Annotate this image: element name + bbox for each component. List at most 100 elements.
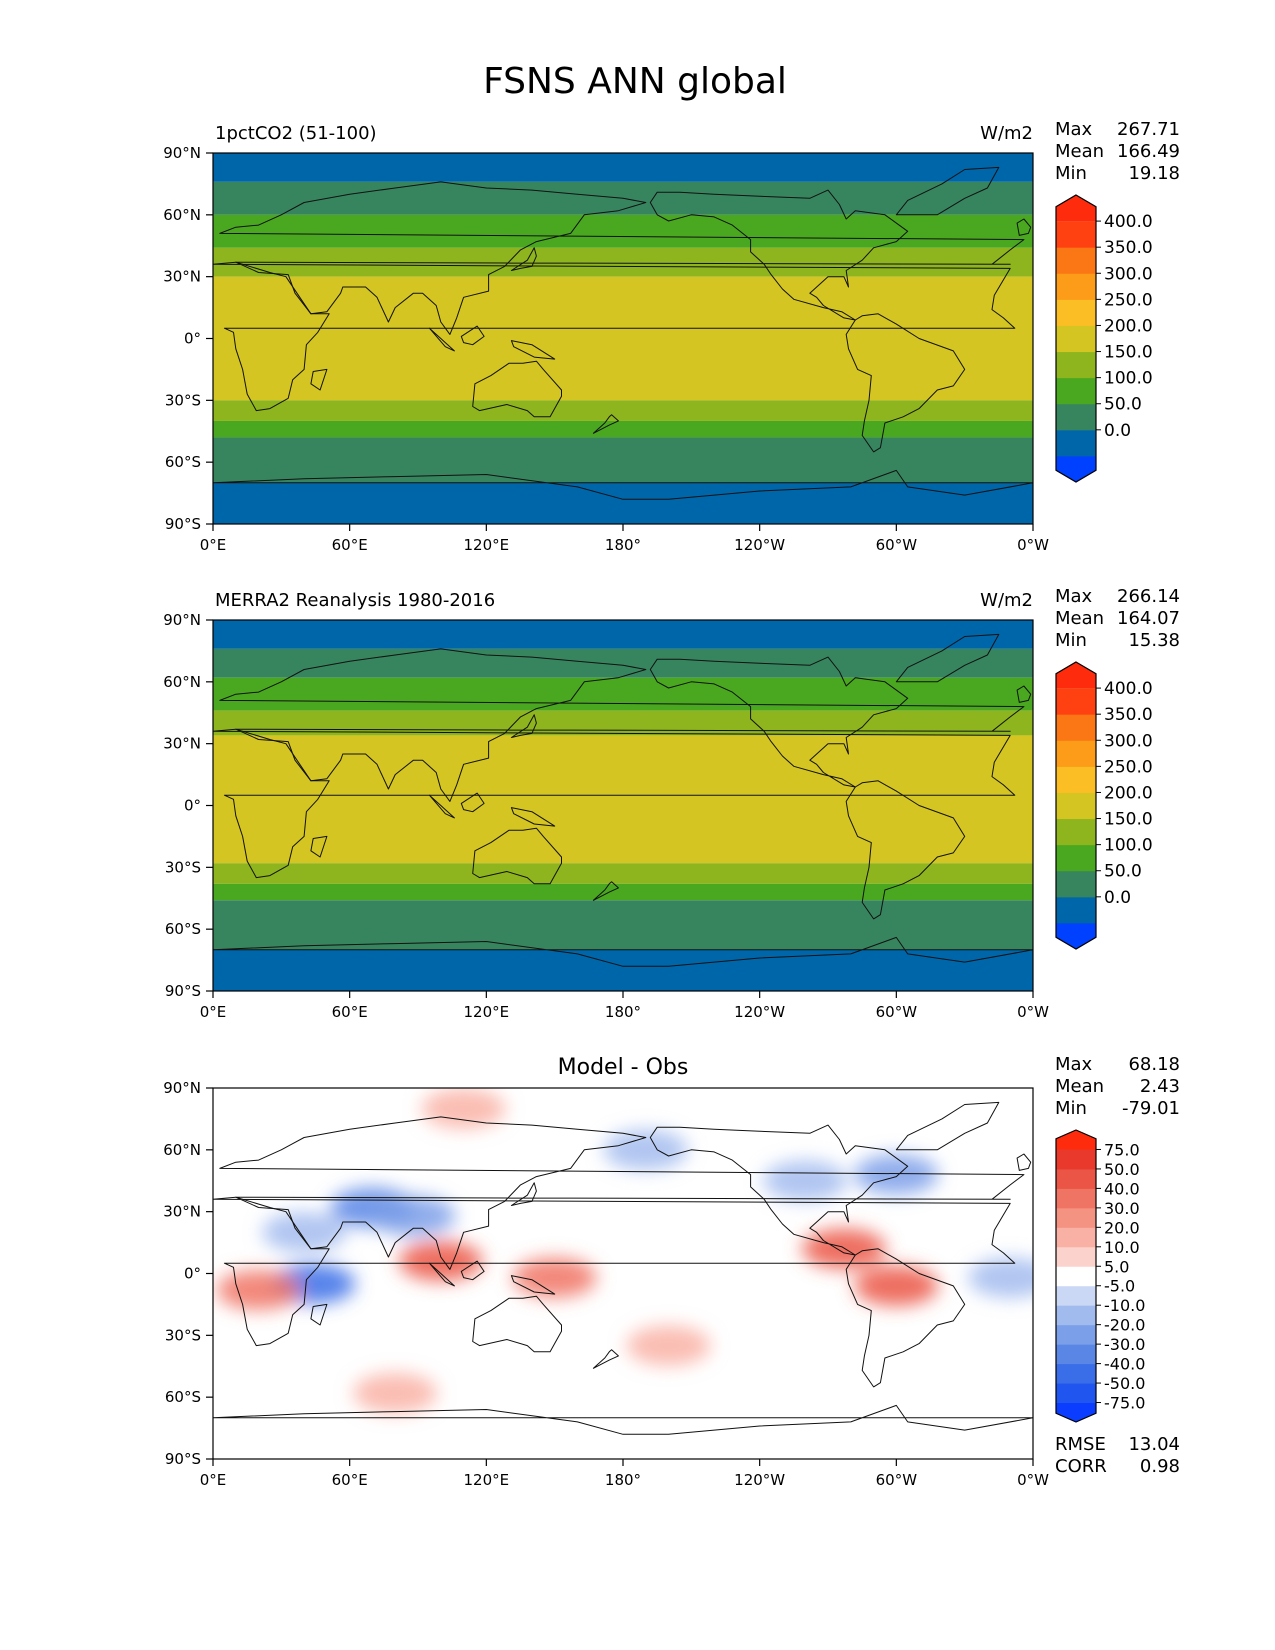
x-tick-label: 0°W — [1017, 1471, 1049, 1489]
stat-min-label: Min — [1055, 630, 1087, 651]
stat-min-value: 15.38 — [1128, 630, 1180, 651]
colorbar-tick-label: 150.0 — [1104, 343, 1153, 363]
coastline — [510, 807, 556, 827]
colorbar-tick-label: 10.0 — [1104, 1238, 1140, 1257]
colorbar-tick-label: 0.0 — [1104, 421, 1131, 441]
x-tick-label: 60°E — [332, 1471, 368, 1489]
coastline — [213, 1196, 1016, 1347]
colorbar-segment — [1056, 325, 1096, 353]
coastline — [310, 835, 328, 858]
x-tick-label: 180° — [605, 536, 641, 554]
stat-max-value: 266.14 — [1117, 586, 1180, 607]
map-area — [213, 153, 1033, 524]
stat-mean-label: Mean — [1055, 1076, 1104, 1097]
zonal-band — [213, 900, 1033, 950]
panel-left-title: 1pctCO2 (51-100) — [215, 123, 377, 144]
colorbar-segment — [1056, 1168, 1096, 1189]
x-tick-label: 0°W — [1017, 1003, 1049, 1021]
y-tick-label: 30°N — [163, 735, 201, 753]
colorbar-outline — [1055, 1129, 1097, 1423]
metric-rmse-value: 13.04 — [1128, 1434, 1180, 1455]
coastline — [472, 827, 562, 885]
y-tick-label: 90°N — [163, 1079, 201, 1097]
colorbar-segment — [1056, 377, 1096, 405]
coastline — [1016, 685, 1032, 703]
colorbar-segment — [1056, 766, 1096, 793]
anomaly-blob — [262, 1212, 347, 1253]
coastline — [472, 360, 562, 418]
zonal-band — [213, 883, 1033, 901]
y-tick-label: 60°S — [165, 453, 201, 471]
colorbar-segment — [1056, 688, 1096, 715]
colorbar-tick-label: 75.0 — [1104, 1140, 1140, 1159]
coastline — [310, 368, 328, 391]
coastline — [219, 181, 1025, 335]
colorbar-segment — [1056, 299, 1096, 326]
x-tick-label: 60°E — [332, 1003, 368, 1021]
colorbar-tick-label: 200.0 — [1104, 783, 1153, 803]
stat-max-value: 267.71 — [1117, 119, 1180, 140]
anomaly-blob — [371, 1195, 456, 1236]
y-tick-label: 60°N — [163, 673, 201, 691]
colorbar-under — [1056, 1402, 1096, 1422]
x-tick-label: 60°W — [876, 536, 918, 554]
anomaly-blob — [421, 1088, 506, 1129]
x-tick-label: 60°W — [876, 1471, 918, 1489]
coastline — [310, 1303, 328, 1326]
panel-reference: MERRA2 Reanalysis 1980-2016 W/m2 0°E 60°E… — [163, 586, 1180, 1021]
stat-max-label: Max — [1055, 586, 1093, 607]
zonal-band — [213, 482, 1033, 524]
coastline — [845, 313, 966, 453]
colorbar-segment — [1056, 844, 1096, 872]
coastlines — [213, 1101, 1033, 1435]
coastlines — [213, 166, 1033, 500]
colorbar-tick-label: 100.0 — [1104, 836, 1153, 856]
stat-min-value: 19.18 — [1128, 163, 1180, 184]
y-tick-label: 60°S — [165, 920, 201, 938]
coastline — [213, 936, 1033, 967]
map-area — [213, 620, 1033, 991]
colorbar-over — [1056, 1130, 1096, 1150]
coastline — [213, 469, 1033, 500]
colorbar-tick-label: 100.0 — [1104, 369, 1153, 389]
coastline — [472, 1295, 562, 1353]
colorbar-tick-label: 50.0 — [1104, 1160, 1140, 1179]
y-tick-label: 30°N — [163, 268, 201, 286]
zonal-band — [213, 863, 1033, 884]
x-tick-label: 180° — [605, 1003, 641, 1021]
colorbar-segment — [1056, 1285, 1096, 1306]
colorbar-segment — [1056, 1266, 1096, 1287]
anomaly-blob — [801, 1228, 886, 1269]
colorbar-segment — [1056, 1324, 1096, 1345]
coastline — [895, 633, 1000, 683]
x-tick-label: 120°W — [734, 1003, 785, 1021]
colorbar-over — [1056, 195, 1096, 222]
colorbar-segment — [1056, 1188, 1096, 1209]
axes: 0°E 60°E 120°E 180° 120°W 60°W 0°W 90°N 60°N 30°N… — [163, 611, 1049, 1021]
colorbar-tick-label: 40.0 — [1104, 1179, 1140, 1198]
coastline — [428, 794, 455, 819]
x-tick-label: 0°E — [200, 1003, 227, 1021]
panel-center-title: Model - Obs — [558, 1055, 689, 1080]
colorbar-over — [1056, 662, 1096, 689]
zonal-band — [213, 276, 1033, 401]
colorbar-tick-label: -40.0 — [1104, 1355, 1145, 1374]
stat-mean-value: 166.49 — [1117, 141, 1180, 162]
coastline — [460, 792, 485, 813]
coastline — [510, 714, 537, 738]
colorbar-tick-label: -5.0 — [1104, 1277, 1135, 1296]
colorbar-outline — [1055, 194, 1097, 483]
coastlines — [213, 633, 1033, 967]
stats-box: Max 266.14 Mean 164.07 Min 15.38 — [1055, 586, 1180, 651]
y-tick-label: 90°N — [163, 144, 201, 162]
x-tick-label: 120°E — [464, 536, 510, 554]
colorbar-under — [1056, 922, 1096, 949]
colorbar-segment — [1056, 896, 1096, 924]
coastline — [592, 881, 619, 901]
x-tick-label: 60°W — [876, 1003, 918, 1021]
colorbar-segment — [1056, 351, 1096, 379]
zonal-band — [213, 648, 1033, 678]
colorbar-tick-label: 300.0 — [1104, 731, 1153, 751]
colorbar-tick-label: 300.0 — [1104, 264, 1153, 284]
